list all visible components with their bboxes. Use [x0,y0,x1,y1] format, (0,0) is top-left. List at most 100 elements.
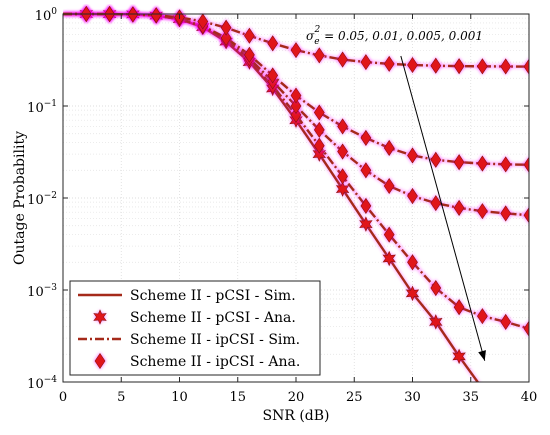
data-point [243,27,256,45]
data-point [429,314,443,330]
marker-shape [313,47,325,64]
y-tick-exponent: −1 [44,99,57,109]
data-point [313,121,326,139]
marker-shape [430,57,442,74]
marker-shape [383,226,395,243]
marker-shape [523,207,529,224]
data-point [382,250,396,267]
y-tick-exponent: −2 [44,191,57,201]
data-point [406,187,419,205]
marker-shape [313,137,325,154]
y-tick-label: 10−1 [27,99,57,116]
marker-shape [500,156,512,173]
data-point [429,57,442,75]
data-point [429,151,442,169]
arrow-shaft [400,55,486,361]
legend-label: Scheme II - pCSI - Sim. [130,288,296,304]
marker-shape [500,313,512,330]
annotation-sigma: σ [306,29,315,43]
marker-shape [244,27,255,44]
marker-shape [360,54,372,71]
marker-shape [360,162,372,179]
y-tick-exponent: 0 [51,7,57,17]
marker-shape [477,58,488,75]
marker-shape [383,139,395,156]
data-point [406,253,419,271]
data-point [313,137,326,155]
annotation-values: = 0.05, 0.01, 0.005, 0.001 [320,29,483,43]
marker-shape [313,104,325,121]
marker-shape [383,55,395,72]
y-tick-base: 10 [35,9,52,24]
data-point [452,348,466,365]
marker-shape [290,42,302,59]
marker-shape [407,147,418,164]
marker-shape [452,348,466,365]
marker-shape [477,203,488,220]
marker-shape [500,58,512,75]
marker-shape [430,195,442,212]
data-point [406,146,419,164]
legend-marker [93,309,107,325]
legend: Scheme II - pCSI - Sim. Scheme II - pCSI … [69,280,321,376]
data-point [359,197,372,215]
data-point [359,129,372,147]
data-point [476,57,489,75]
data-point [523,58,529,76]
marker-shape [290,97,302,115]
arrow-head [478,350,486,361]
data-point [266,34,279,52]
x-tick-label: 10 [171,390,188,405]
marker-shape [477,155,488,172]
legend-marker [94,352,106,370]
y-tick-label: 100 [35,7,58,24]
data-point [290,106,302,124]
marker-shape [244,46,255,63]
data-point [429,194,442,212]
y-tick-base: 10 [27,285,44,300]
y-axis-label: Outage Probability [12,131,28,265]
marker-shape [453,299,465,316]
marker-shape [405,285,420,302]
annotation-text: σe 2 = 0.05, 0.01, 0.005, 0.001 [306,25,483,47]
x-tick-label: 5 [117,390,125,405]
marker-shape [453,199,465,216]
marker-shape [407,188,418,205]
data-point [406,56,419,74]
marker-shape [94,352,106,370]
data-point [196,12,209,30]
marker-shape [93,309,107,325]
legend-item: Scheme II - ipCSI - Sim. [78,332,300,348]
legend-item: Scheme II - ipCSI - Ana. [94,352,300,370]
marker-shape [407,254,418,271]
marker-shape [359,216,373,232]
series-ipcsi-0_05 [63,5,529,76]
y-tick-exponent: −3 [44,283,58,293]
data-point [336,143,349,161]
x-tick-label: 15 [229,390,246,405]
y-tick-label: 10−2 [27,191,57,208]
marker-shape [290,106,302,123]
marker-shape [429,314,443,330]
marker-shape [337,168,348,185]
legend-label: Scheme II - pCSI - Ana. [130,310,296,326]
data-point [453,298,466,316]
marker-shape [337,143,348,160]
data-point [313,103,326,121]
marker-shape [453,154,465,171]
data-point [266,66,279,84]
data-point [243,46,256,64]
marker-shape [360,129,372,146]
data-point [476,155,489,173]
legend-label: Scheme II - ipCSI - Sim. [130,332,300,348]
sigma-annotation: σe 2 = 0.05, 0.01, 0.005, 0.001 [306,25,483,47]
y-tick-base: 10 [27,193,44,208]
data-point [220,19,233,37]
data-point [336,51,349,69]
x-tick-label: 40 [521,390,538,405]
data-point [523,320,529,338]
x-tick-label: 30 [404,390,421,405]
data-point [429,279,442,297]
annotation-superscript: 2 [314,25,321,35]
